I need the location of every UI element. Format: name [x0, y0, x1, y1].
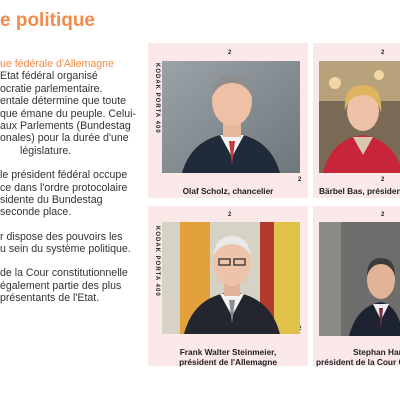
- paragraph-line: également partie des plus: [0, 279, 122, 292]
- paragraph-3: r dispose des pouvoirs les u sein du sys…: [0, 231, 146, 256]
- paragraph-line: présentants de l'Etat.: [0, 292, 100, 305]
- paragraph-line: seconde place.: [0, 206, 72, 219]
- paragraph-line: Etat fédéral organisé: [0, 70, 98, 83]
- film-label: KODAK PORTA 400: [154, 63, 160, 134]
- frame-number: 2: [381, 212, 385, 218]
- paragraph-4: de la Cour constitutionnelle également p…: [0, 267, 146, 304]
- caption-line: Olaf Scholz, chancelier: [182, 186, 274, 196]
- portrait-photo: [162, 222, 300, 334]
- photo-caption: Bärbel Bas, présiden: [319, 186, 400, 196]
- paragraph-line: u sein du système politique.: [0, 243, 131, 256]
- paragraph-line: aux Parlements (Bundestag: [0, 119, 131, 132]
- photo-card-steinmeier: 2 KODAK PORTA 400 2: [148, 206, 308, 366]
- paragraph-line: ce dans l'ordre protocolaire: [0, 181, 128, 194]
- photo-card-harbarth: 2: [313, 206, 400, 366]
- caption-line: Bärbel Bas, présiden: [319, 186, 400, 196]
- section-subtitle: ue fédérale d'Allemagne: [0, 58, 114, 70]
- portrait-photo: [319, 61, 400, 173]
- frame-number: 2: [298, 177, 302, 183]
- paragraph-line: onales) pour la durée d'une: [0, 132, 129, 145]
- film-label: KODAK PORTA 400: [154, 226, 160, 297]
- caption-line: Stephan Har: [353, 347, 400, 357]
- paragraph-line: entale détermine que toute: [0, 95, 127, 108]
- frame-number: 2: [228, 212, 232, 218]
- portrait-photo: [319, 222, 400, 336]
- paragraph-line: de la Cour constitutionnelle: [0, 267, 128, 280]
- photo-caption: Stephan Har président de la Cour C: [316, 347, 400, 367]
- photo-card-bas: 2 2: [313, 43, 400, 198]
- photo-caption: Olaf Scholz, chancelier: [148, 186, 308, 196]
- paragraph-line: ocratie parlementaire.: [0, 82, 103, 95]
- frame-number: 2: [381, 177, 385, 183]
- photo-caption: Frank Walter Steinmeier, président de l'…: [148, 347, 308, 367]
- paragraph-line: sidente du Bundestag: [0, 193, 103, 206]
- paragraph-line: le président fédéral occupe: [0, 169, 128, 182]
- frame-number: 2: [381, 50, 385, 56]
- frame-number: 2: [228, 50, 232, 56]
- paragraph-1: Etat fédéral organisé ocratie parlementa…: [0, 70, 146, 157]
- caption-line: président de l'Allemagne: [179, 357, 277, 367]
- slide-title: e politique: [0, 10, 95, 31]
- paragraph-line: législature.: [20, 144, 72, 157]
- photo-card-scholz: 2 KODAK PORTA 400 2: [148, 43, 308, 198]
- paragraph-line: que émane du peuple. Celui-: [0, 107, 137, 120]
- caption-line: président de la Cour C: [316, 357, 400, 367]
- paragraph-2: le président fédéral occupe ce dans l'or…: [0, 169, 146, 219]
- caption-line: Frank Walter Steinmeier,: [179, 347, 277, 357]
- portrait-photo: [162, 61, 300, 173]
- paragraph-line: r dispose des pouvoirs les: [0, 230, 123, 243]
- text-column: ue fédérale d'Allemagne Etat fédéral org…: [0, 58, 146, 305]
